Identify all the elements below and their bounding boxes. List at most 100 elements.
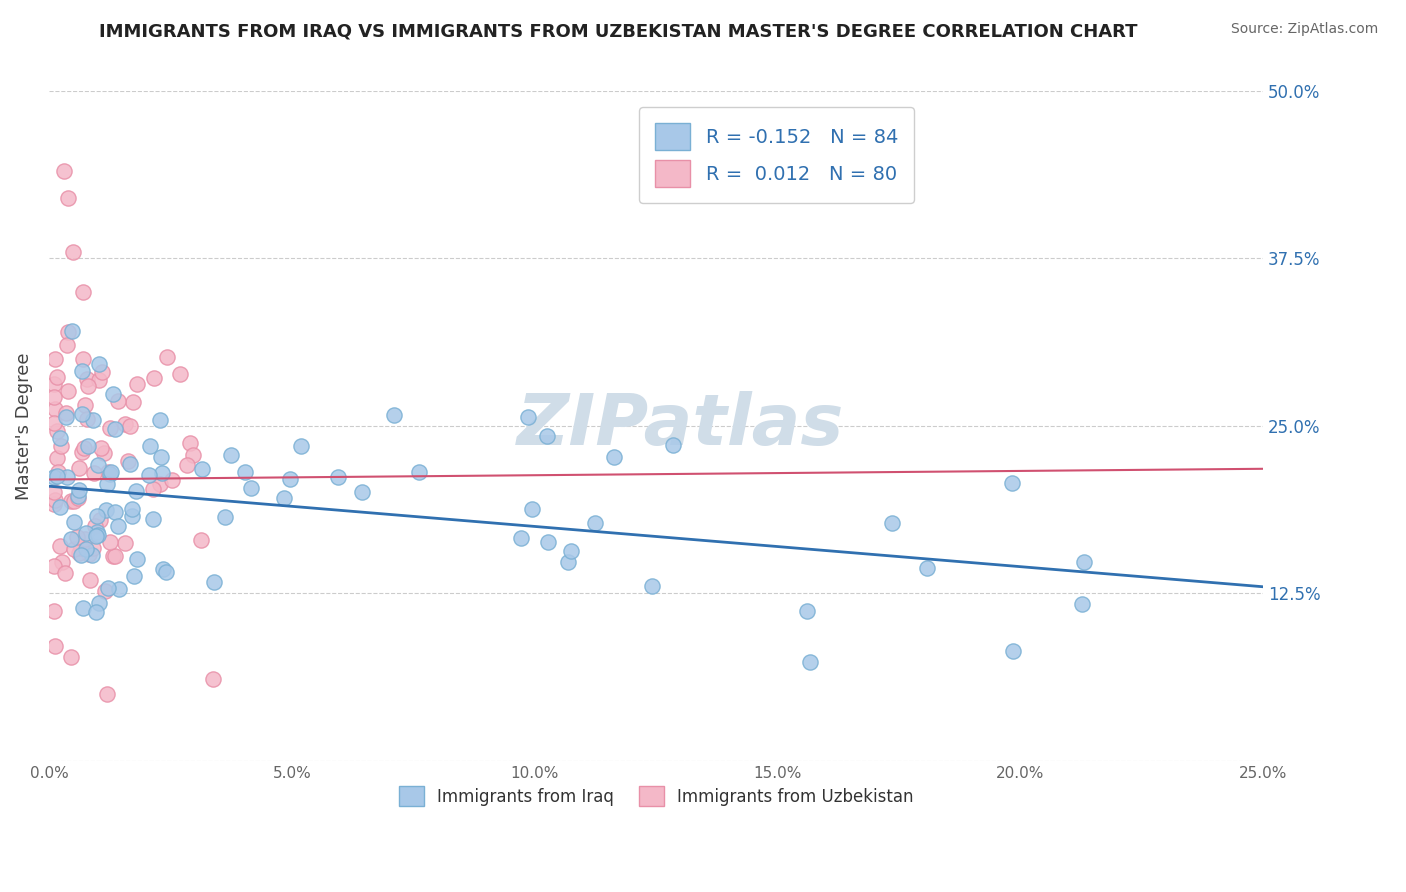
Point: [537, 535, 560, 549]
Point: [104, 422, 127, 436]
Point: [58, 325, 80, 339]
Text: IMMIGRANTS FROM IRAQ VS IMMIGRANTS FROM UZBEKISTAN MASTER'S DEGREE CORRELATION C: IMMIGRANTS FROM IRAQ VS IMMIGRANTS FROM …: [100, 22, 1137, 40]
Point: [53, 566, 76, 581]
Point: [60, 324, 83, 338]
Point: [179, 436, 201, 450]
Point: [62, 244, 84, 259]
Point: [44, 493, 66, 508]
Point: [114, 536, 136, 550]
Point: [51, 439, 73, 453]
Point: [176, 458, 198, 472]
Point: [181, 448, 204, 462]
Point: [73, 532, 96, 546]
Point: [202, 673, 225, 687]
Point: [77, 440, 100, 454]
Point: [86, 527, 108, 541]
Point: [69, 548, 91, 562]
Point: [516, 409, 538, 424]
Point: [796, 603, 818, 617]
Point: [83, 466, 105, 480]
Point: [55, 338, 77, 352]
Point: [93, 446, 115, 460]
Point: [603, 450, 626, 464]
Point: [56, 384, 79, 399]
Point: [104, 549, 127, 564]
Point: [86, 509, 108, 524]
Point: [122, 395, 145, 409]
Point: [60, 493, 83, 508]
Point: [42, 484, 65, 499]
Point: [69, 541, 91, 555]
Point: [118, 418, 141, 433]
Point: [44, 402, 66, 417]
Point: [58, 191, 80, 205]
Point: [42, 604, 65, 618]
Point: [139, 439, 162, 453]
Point: [1070, 597, 1092, 611]
Point: [62, 493, 84, 508]
Point: [124, 569, 146, 583]
Point: [90, 441, 112, 455]
Point: [96, 476, 118, 491]
Point: [97, 581, 120, 595]
Point: [76, 412, 98, 426]
Point: [214, 510, 236, 524]
Point: [273, 491, 295, 505]
Point: [278, 472, 301, 486]
Point: [536, 429, 558, 443]
Point: [86, 524, 108, 539]
Point: [103, 549, 125, 563]
Point: [67, 460, 90, 475]
Point: [107, 394, 129, 409]
Point: [45, 450, 67, 465]
Point: [76, 371, 98, 385]
Point: [79, 547, 101, 561]
Point: [1001, 644, 1024, 658]
Text: ZIPatlas: ZIPatlas: [516, 392, 844, 460]
Point: [44, 469, 66, 483]
Point: [72, 601, 94, 615]
Point: [219, 449, 242, 463]
Point: [87, 373, 110, 387]
Point: [662, 438, 685, 452]
Point: [917, 560, 939, 574]
Point: [44, 351, 66, 366]
Point: [63, 542, 86, 557]
Point: [121, 508, 143, 523]
Point: [70, 407, 93, 421]
Point: [87, 596, 110, 610]
Point: [160, 473, 183, 487]
Point: [44, 558, 66, 573]
Point: [204, 575, 226, 590]
Point: [100, 535, 122, 549]
Point: [169, 367, 191, 381]
Point: [72, 445, 94, 459]
Point: [108, 582, 131, 596]
Point: [142, 482, 165, 496]
Point: [155, 566, 177, 580]
Point: [89, 513, 111, 527]
Point: [125, 552, 148, 566]
Point: [96, 503, 118, 517]
Point: [42, 391, 65, 405]
Point: [125, 484, 148, 499]
Point: [107, 519, 129, 533]
Point: [190, 533, 212, 547]
Point: [191, 461, 214, 475]
Point: [149, 477, 172, 491]
Point: [46, 370, 69, 384]
Point: [121, 502, 143, 516]
Point: [384, 408, 406, 422]
Point: [96, 687, 118, 701]
Point: [87, 458, 110, 472]
Point: [114, 417, 136, 431]
Point: [72, 285, 94, 299]
Point: [67, 546, 90, 560]
Point: [142, 512, 165, 526]
Point: [48, 500, 70, 515]
Point: [46, 465, 69, 479]
Point: [44, 639, 66, 653]
Point: [70, 540, 93, 554]
Point: [55, 409, 77, 424]
Point: [101, 387, 124, 401]
